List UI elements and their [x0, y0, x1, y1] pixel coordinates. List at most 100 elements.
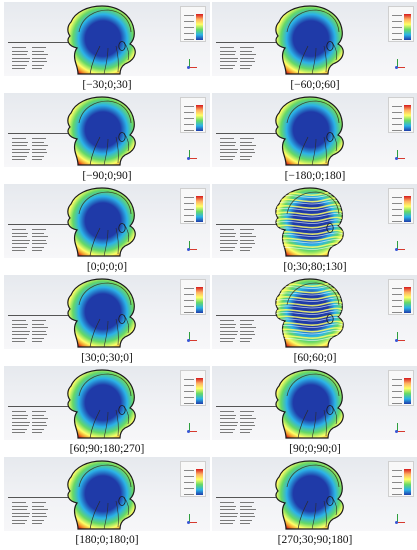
color-scale-legend	[180, 370, 206, 406]
color-scale-tick	[184, 494, 194, 495]
info-row-value	[32, 232, 44, 234]
ear-outline	[326, 223, 334, 233]
color-scale-legend	[180, 6, 206, 42]
info-row-label	[12, 411, 26, 412]
info-row-value	[240, 414, 252, 416]
info-row-label	[220, 512, 238, 514]
simulation-info-block	[8, 133, 72, 163]
info-row-label	[220, 148, 238, 150]
color-scale-tick	[392, 306, 402, 307]
info-row-value	[32, 323, 44, 325]
color-scale-tick	[184, 482, 194, 483]
info-row-value	[32, 425, 47, 426]
info-row-label	[220, 141, 236, 143]
panel-caption: [−90;0;90]	[82, 170, 132, 182]
color-scale-tick	[392, 33, 402, 34]
info-row-label	[220, 523, 233, 524]
info-row-label	[12, 523, 25, 524]
ear-outline	[118, 41, 126, 51]
color-scale-tick	[392, 488, 402, 489]
color-scale-tick	[392, 385, 402, 386]
info-row-value	[240, 432, 250, 433]
info-row-value	[240, 418, 256, 419]
info-row-label	[12, 502, 26, 503]
info-row-label	[220, 250, 233, 251]
info-row-value	[240, 61, 255, 62]
panel-caption: [90;0;90;0]	[289, 443, 341, 455]
y-axis-arrow	[397, 514, 398, 522]
axis-triad	[395, 514, 405, 524]
ear-outline	[118, 496, 126, 506]
simulation-info-block	[216, 224, 280, 254]
axis-triad	[395, 241, 405, 251]
info-row-label	[220, 509, 235, 510]
axis-triad	[187, 423, 197, 433]
info-row-value	[240, 337, 252, 339]
info-title-line	[8, 497, 68, 498]
info-row-label	[220, 323, 236, 325]
x-axis-arrow	[189, 522, 197, 523]
axis-triad	[395, 150, 405, 160]
color-scale-ramp	[404, 105, 411, 131]
color-scale-tick	[392, 391, 402, 392]
head-field-plot	[67, 96, 136, 166]
simulation-info-block	[216, 497, 280, 527]
info-row-value	[32, 148, 46, 150]
figure-panel: [0;0;0;0]	[4, 184, 210, 275]
z-axis-dot	[395, 339, 398, 342]
head-model	[67, 460, 136, 530]
panel-caption: [30;0;30;0]	[81, 352, 133, 364]
info-title-line	[8, 315, 68, 316]
head-field-plot	[67, 460, 136, 530]
info-row-label	[12, 155, 27, 157]
y-axis-arrow	[397, 150, 398, 158]
color-scale-tick	[392, 288, 402, 289]
info-row-value	[32, 330, 46, 332]
info-row-value	[240, 57, 254, 59]
info-row-value	[32, 138, 46, 139]
color-scale-legend	[180, 461, 206, 497]
simulation-info-block	[8, 224, 72, 254]
panel-caption: [60;90;180;270]	[69, 443, 145, 455]
info-title-line	[8, 406, 68, 407]
color-scale-legend	[180, 97, 206, 133]
color-scale-ramp	[404, 14, 411, 40]
color-scale-tick	[392, 124, 402, 125]
info-row-value	[32, 159, 42, 160]
figure-panel: [−30;0;30]	[4, 2, 210, 93]
color-scale-tick	[392, 15, 402, 16]
figure-panel: [30;0;30;0]	[4, 275, 210, 366]
color-scale-tick	[184, 476, 194, 477]
head-field-plot	[275, 5, 344, 75]
color-scale-tick	[392, 403, 402, 404]
y-axis-arrow	[397, 59, 398, 67]
info-row-label	[12, 341, 25, 342]
y-axis-arrow	[189, 332, 190, 340]
color-scale-tick	[184, 27, 194, 28]
ear-outline	[118, 132, 126, 142]
head-field-plot	[67, 187, 136, 257]
info-row-value	[32, 239, 46, 241]
info-row-label	[12, 232, 28, 234]
axis-triad	[395, 423, 405, 433]
head-model	[67, 5, 136, 75]
simulation-info-block	[8, 315, 72, 345]
info-row-value	[32, 411, 46, 412]
ear-outline	[326, 41, 334, 51]
axis-triad	[187, 241, 197, 251]
z-axis-dot	[187, 157, 190, 160]
head-model	[275, 5, 344, 75]
y-axis-arrow	[397, 241, 398, 249]
info-row-label	[220, 155, 235, 157]
info-row-value	[32, 141, 44, 143]
color-scale-tick	[392, 221, 402, 222]
color-scale-tick	[392, 494, 402, 495]
info-row-label	[12, 432, 25, 433]
info-row-value	[32, 334, 47, 335]
info-title-line	[216, 133, 276, 134]
y-axis-arrow	[189, 59, 190, 67]
info-row-value	[240, 505, 252, 507]
info-row-value	[240, 152, 255, 153]
info-row-value	[240, 243, 255, 244]
info-row-value	[240, 239, 254, 241]
